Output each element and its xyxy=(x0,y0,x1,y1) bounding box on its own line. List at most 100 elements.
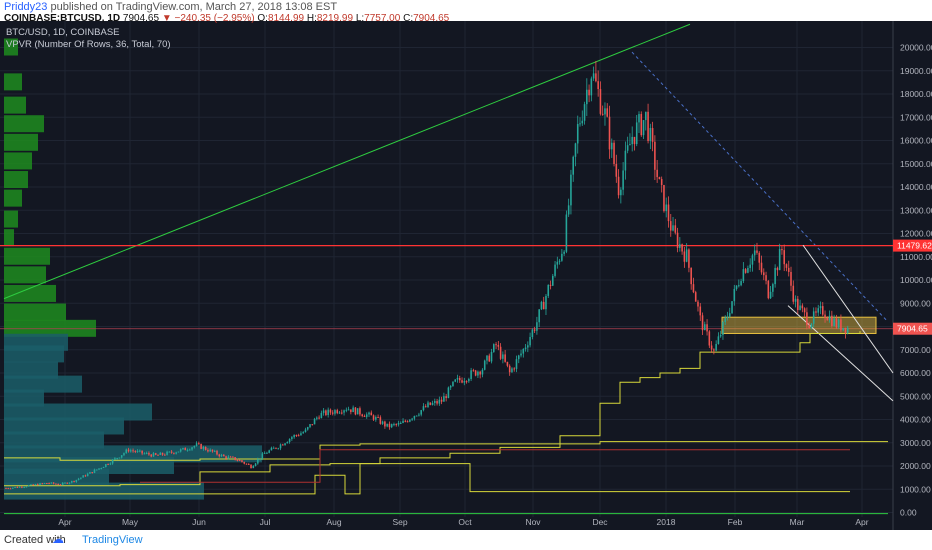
candle-body xyxy=(345,409,348,411)
y-tick-label: 4000.00 xyxy=(900,415,931,425)
candle-body xyxy=(186,449,189,451)
candle-body xyxy=(785,264,788,268)
red-ma-line xyxy=(140,449,850,483)
candle-body xyxy=(236,459,239,461)
candle-body xyxy=(551,275,554,286)
tradingview-link[interactable]: TradingView xyxy=(82,534,143,546)
y-tick-label: 5000.00 xyxy=(900,391,931,401)
candle-body xyxy=(89,472,91,474)
candle-body xyxy=(211,449,214,452)
candle-body xyxy=(513,368,516,370)
y-tick-label: 0.00 xyxy=(900,508,917,518)
candle-body xyxy=(452,381,454,387)
candle-body xyxy=(275,447,277,449)
uptrend-line xyxy=(3,23,691,300)
candle-body xyxy=(82,475,84,478)
candle-body xyxy=(733,288,736,302)
candle-body xyxy=(613,142,615,164)
candle-body xyxy=(690,267,692,285)
candle-body xyxy=(774,267,776,285)
candle-body xyxy=(356,408,359,415)
candle-body xyxy=(495,344,497,346)
candle-body xyxy=(286,442,289,444)
candle-body xyxy=(161,452,164,455)
candle-body xyxy=(386,423,388,427)
candle-body xyxy=(683,251,686,262)
author-link[interactable]: Priddy23 xyxy=(4,1,48,13)
candle-body xyxy=(576,124,579,144)
candle-body xyxy=(842,327,844,331)
volume-profile-bar xyxy=(4,96,26,114)
chart-legend: BTC/USD, 1D, COINBASE VPVR (Number Of Ro… xyxy=(6,27,171,51)
symbol-label: COINBASE:BTCUSD, 1D xyxy=(4,13,121,24)
candle-body xyxy=(588,89,590,96)
candle-body xyxy=(765,275,767,281)
candle-body xyxy=(25,486,28,488)
candle-body xyxy=(282,444,284,446)
tradingview-logo-icon[interactable]: ☁ xyxy=(52,532,64,546)
high-value: 8219.99 xyxy=(316,13,354,24)
candle-body xyxy=(195,443,198,446)
chart-area[interactable]: 0.00 1000.00 2000.00 3000.00 4000.00 5000.00 6… xyxy=(0,13,932,530)
candle-body xyxy=(154,453,157,455)
candle-body xyxy=(182,447,184,450)
x-tick-label: Feb xyxy=(728,517,743,527)
volume-profile-bar xyxy=(4,189,22,207)
candle-body xyxy=(68,482,71,484)
candle-body xyxy=(173,452,175,454)
legend-symbol: BTC/USD, 1D, COINBASE xyxy=(6,27,120,38)
candle-body xyxy=(812,311,815,324)
x-tick-label: Jun xyxy=(192,517,206,527)
candle-body xyxy=(801,305,804,309)
candle-body xyxy=(554,264,556,276)
candle-body xyxy=(477,371,479,376)
candle-body xyxy=(579,123,581,125)
volume-profile-bar xyxy=(4,361,58,379)
candle-body xyxy=(758,252,761,263)
candle-body xyxy=(490,351,493,362)
y-tick-label: 13000.00 xyxy=(900,205,932,215)
candle-body xyxy=(824,314,826,319)
candle-body xyxy=(361,414,363,416)
candle-body xyxy=(740,281,742,286)
candle-body xyxy=(384,421,386,427)
candle-body xyxy=(52,482,55,484)
candle-body xyxy=(413,415,416,419)
candle-body xyxy=(16,487,19,489)
candle-body xyxy=(50,482,53,484)
candle-body xyxy=(418,414,420,416)
candle-body xyxy=(515,359,518,369)
candle-body xyxy=(125,449,128,454)
candle-body xyxy=(263,452,266,454)
open-label: O: xyxy=(257,13,268,24)
y-tick-label: 6000.00 xyxy=(900,368,931,378)
close-value: 7904.65 xyxy=(413,13,450,24)
candle-body xyxy=(731,301,733,314)
legend-indicator: VPVR (Number Of Rows, 36, Total, 70) xyxy=(6,39,171,50)
volume-profile-bar xyxy=(4,133,38,151)
x-tick-label: Aug xyxy=(326,517,341,527)
candle-body xyxy=(719,334,722,337)
candle-body xyxy=(336,410,339,414)
candle-body xyxy=(129,450,132,452)
high-label: H: xyxy=(306,13,317,24)
candle-body xyxy=(583,104,586,121)
candle-body xyxy=(474,370,477,376)
candle-body xyxy=(32,484,35,486)
candle-body xyxy=(46,483,48,485)
candle-body xyxy=(245,463,248,465)
price-chart[interactable]: 0.00 1000.00 2000.00 3000.00 4000.00 5000.00 6… xyxy=(0,21,932,530)
candle-body xyxy=(672,225,674,231)
candle-body xyxy=(241,460,243,462)
candle-body xyxy=(635,122,638,145)
y-tick-label: 3000.00 xyxy=(900,438,931,448)
y-tick-label: 10000.00 xyxy=(900,275,932,285)
created-with-label: Created with xyxy=(4,534,66,546)
candle-body xyxy=(533,329,536,331)
candle-body xyxy=(520,353,522,356)
candle-body xyxy=(787,267,790,272)
publish-header: Priddy23 published on TradingView.com, M… xyxy=(0,0,932,20)
candle-body xyxy=(170,451,173,453)
x-tick-label: Nov xyxy=(525,517,541,527)
candle-body xyxy=(277,448,280,450)
